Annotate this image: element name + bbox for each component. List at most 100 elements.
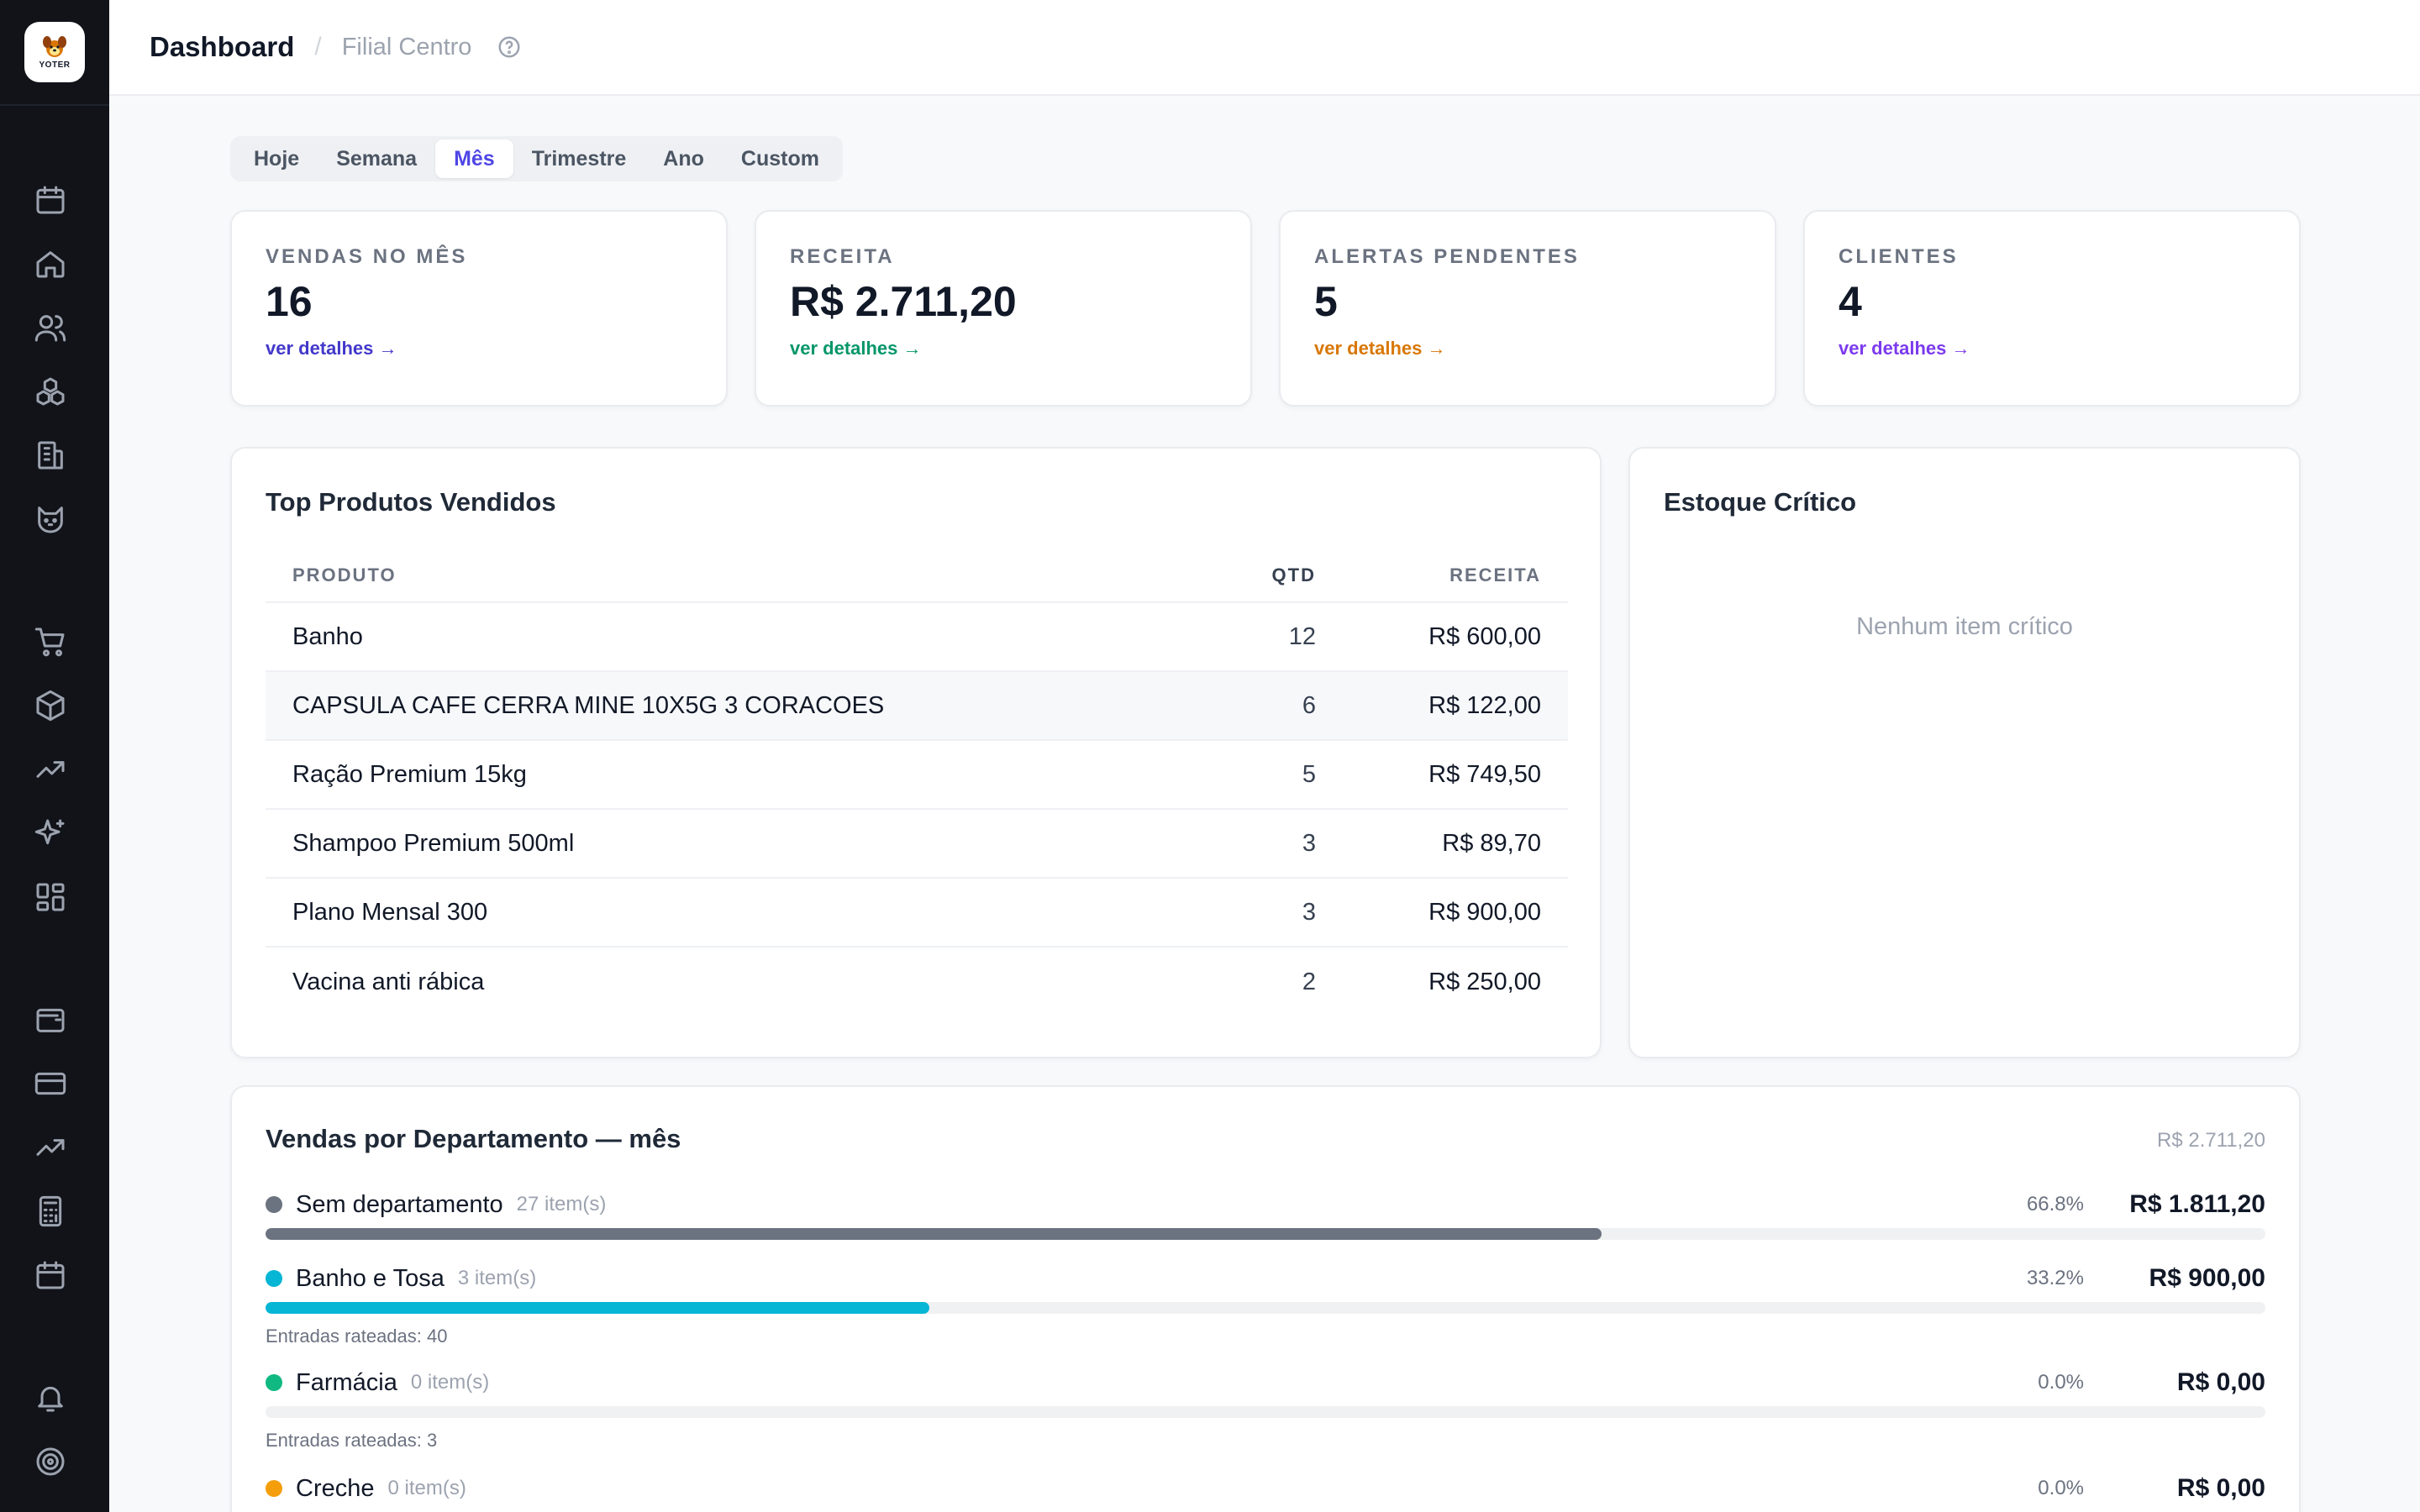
tab-semana[interactable]: Semana [336, 146, 418, 171]
table-row[interactable]: CAPSULA CAFE CERRA MINE 10X5G 3 CORACOES… [266, 672, 1568, 741]
stat-label: CLIENTES [1839, 245, 1959, 268]
tab-custom[interactable]: Custom [740, 146, 819, 171]
help-button[interactable] [497, 34, 522, 60]
sidebar-item-reports[interactable] [30, 749, 71, 790]
product-revenue: R$ 122,00 [1428, 691, 1541, 719]
product-name: Vacina anti rábica [292, 968, 485, 995]
sidebar-item-finance-trends[interactable] [30, 1127, 71, 1168]
product-qty: 3 [1302, 898, 1316, 926]
sidebar-item-company[interactable] [30, 435, 71, 475]
panel-title: Vendas por Departamento — mês [266, 1124, 681, 1153]
department-color-dot [266, 1270, 282, 1287]
stat-value: 16 [266, 278, 313, 325]
empty-state-message: Nenhum item crítico [1856, 613, 2073, 640]
sidebar-item-schedule[interactable] [30, 1255, 71, 1295]
critical-stock-panel: Estoque Crítico Nenhum item crítico [1628, 447, 2301, 1058]
logo-area: YOTER [0, 0, 109, 106]
cart-icon [34, 627, 65, 657]
details-link[interactable]: ver detalhes → [266, 338, 397, 359]
top-products-table: PRODUTO QTD RECEITA Banho 12 R$ 600,00 C… [266, 549, 1568, 1016]
tab-hoje[interactable]: Hoje [254, 146, 300, 171]
sidebar-item-goals[interactable] [30, 1441, 71, 1482]
column-header-qty[interactable]: QTD [1271, 564, 1316, 585]
logo-text: YOTER [39, 60, 71, 70]
top-header: Dashboard / Filial Centro [109, 0, 2420, 96]
product-name: Ração Premium 15kg [292, 760, 527, 788]
sidebar: YOTER [0, 0, 109, 1512]
stat-label: ALERTAS PENDENTES [1314, 245, 1580, 268]
period-tabs: Hoje Semana Mês Trimestre Ano Custom [230, 136, 843, 181]
department-count: 0 item(s) [387, 1477, 466, 1499]
sidebar-item-payments[interactable] [30, 1063, 71, 1104]
sidebar-item-calendar[interactable] [30, 180, 71, 220]
product-qty: 3 [1302, 829, 1316, 857]
trending-up-icon [36, 761, 65, 778]
tab-ano[interactable]: Ano [663, 146, 704, 171]
dog-logo-icon [43, 35, 66, 57]
sidebar-item-ai[interactable] [30, 813, 71, 853]
department-count: 0 item(s) [410, 1371, 490, 1394]
column-header-product[interactable]: PRODUTO [292, 564, 397, 585]
stat-card-sales: VENDAS NO MÊS 16 ver detalhes → [230, 210, 728, 407]
product-name: Plano Mensal 300 [292, 898, 488, 926]
sidebar-item-home[interactable] [30, 244, 71, 284]
department-item: Creche 0 item(s) 0.0% R$ 0,00 [266, 1472, 2265, 1505]
tab-mes[interactable]: Mês [435, 139, 513, 178]
sidebar-item-inventory[interactable] [30, 685, 71, 726]
details-link[interactable]: ver detalhes → [1839, 338, 1970, 359]
product-name: Shampoo Premium 500ml [292, 829, 575, 857]
table-row[interactable]: Vacina anti rábica 2 R$ 250,00 [266, 948, 1568, 1016]
sidebar-item-wallet[interactable] [30, 1000, 71, 1040]
table-row[interactable]: Ração Premium 15kg 5 R$ 749,50 [266, 741, 1568, 810]
target-icon [36, 1447, 65, 1476]
product-name: Banho [292, 622, 363, 650]
department-percent: 0.0% [2038, 1477, 2084, 1499]
department-item: Banho e Tosa 3 item(s) 33.2% R$ 900,00 E… [266, 1262, 2265, 1347]
department-percent: 0.0% [2038, 1371, 2084, 1394]
stat-card-alerts: ALERTAS PENDENTES 5 ver detalhes → [1279, 210, 1776, 407]
details-link[interactable]: ver detalhes → [1314, 338, 1446, 359]
department-percent: 33.2% [2026, 1267, 2084, 1289]
table-row[interactable]: Plano Mensal 300 3 R$ 900,00 [266, 879, 1568, 948]
details-link[interactable]: ver detalhes → [790, 338, 922, 359]
product-revenue: R$ 600,00 [1428, 622, 1541, 650]
trending-up-icon [36, 1139, 65, 1156]
department-amount: R$ 900,00 [2149, 1264, 2265, 1292]
sidebar-item-users[interactable] [30, 307, 71, 348]
sidebar-item-modules[interactable] [30, 877, 71, 917]
table-row[interactable]: Banho 12 R$ 600,00 [266, 603, 1568, 672]
bell-icon [38, 1386, 63, 1412]
department-name: Banho e Tosa [296, 1264, 445, 1292]
departments-panel: Vendas por Departamento — mês R$ 2.711,2… [230, 1085, 2301, 1512]
boxes-icon [36, 377, 65, 406]
page-title: Dashboard [150, 31, 295, 62]
calculator-icon [39, 1195, 62, 1227]
home-icon [36, 251, 65, 278]
users-icon [34, 315, 66, 342]
column-header-revenue[interactable]: RECEITA [1449, 564, 1541, 585]
product-revenue: R$ 89,70 [1442, 829, 1541, 857]
brand-logo[interactable]: YOTER [24, 22, 85, 82]
calendar-icon [36, 186, 65, 214]
tab-trimestre[interactable]: Trimestre [531, 146, 627, 171]
sidebar-item-pets[interactable] [30, 499, 71, 539]
sidebar-item-sales[interactable] [30, 622, 71, 662]
sidebar-item-products[interactable] [30, 371, 71, 412]
branch-name[interactable]: Filial Centro [341, 33, 472, 60]
department-percent: 66.8% [2026, 1193, 2084, 1215]
sidebar-item-calculator[interactable] [30, 1191, 71, 1231]
stat-card-revenue: RECEITA R$ 2.711,20 ver detalhes → [755, 210, 1252, 407]
stat-label: RECEITA [790, 245, 895, 268]
product-revenue: R$ 749,50 [1428, 760, 1541, 788]
department-color-dot [266, 1374, 282, 1391]
department-amount: R$ 0,00 [2176, 1368, 2265, 1396]
sidebar-item-notifications[interactable] [30, 1378, 71, 1418]
top-products-panel: Top Produtos Vendidos PRODUTO QTD RECEIT… [230, 447, 1602, 1058]
breadcrumb-separator: / [314, 33, 322, 60]
table-row[interactable]: Shampoo Premium 500ml 3 R$ 89,70 [266, 810, 1568, 879]
department-amount: R$ 0,00 [2176, 1474, 2265, 1502]
wallet-icon [36, 1008, 65, 1032]
stat-value: R$ 2.711,20 [790, 278, 1017, 325]
department-item: Sem departamento 27 item(s) 66.8% R$ 1.8… [266, 1188, 2265, 1240]
sparkles-icon [34, 819, 65, 845]
